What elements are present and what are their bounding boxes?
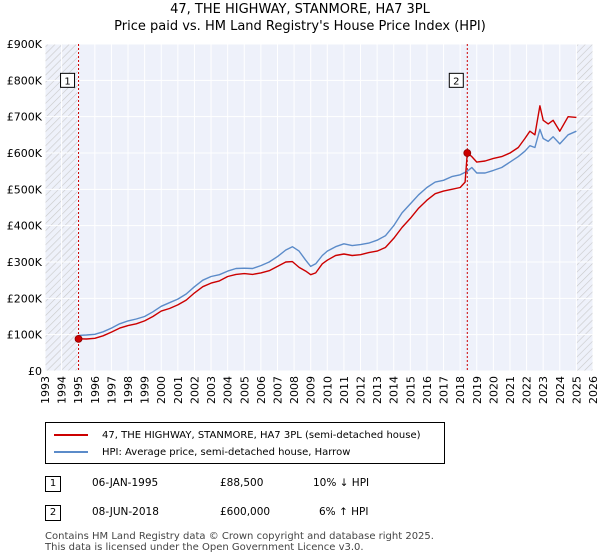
y-tick-label: £300K: [7, 256, 43, 269]
chart-title: 47, THE HIGHWAY, STANMORE, HA7 3PL: [170, 2, 430, 17]
x-tick-label: 2018: [454, 376, 467, 404]
x-tick-label: 2020: [487, 376, 500, 404]
property-series-line: [78, 105, 577, 340]
x-tick-label: 2007: [272, 376, 285, 404]
transaction-date: 06-JAN-1995: [92, 477, 159, 489]
transaction-price: £600,000: [220, 506, 271, 518]
x-tick-label: 2000: [155, 376, 168, 404]
transaction-number-badge: 1: [45, 476, 61, 492]
transaction-hpi-diff: 6% ↑ HPI: [319, 506, 369, 518]
x-tick-label: 2010: [321, 376, 334, 404]
x-tick-label: 2008: [288, 376, 301, 404]
legend-label-hpi: HPI: Average price, semi-detached house,…: [102, 446, 351, 458]
y-tick-label: £700K: [7, 111, 43, 124]
y-tick-label: £600K: [7, 147, 43, 160]
sale-marker-label: 1: [64, 76, 70, 87]
x-tick-label: 1993: [39, 376, 52, 404]
x-tick-label: 2009: [305, 376, 318, 404]
legend-swatch-hpi: [54, 451, 88, 453]
x-tick-label: 2006: [255, 376, 268, 404]
sale-marker-box: [448, 72, 464, 88]
hpi-series-line: [78, 128, 577, 337]
y-tick-label: £900K: [7, 38, 43, 51]
footer-notice: Contains HM Land Registry data © Crown c…: [45, 531, 585, 553]
x-tick-label: 2005: [238, 376, 251, 404]
x-tick-label: 1999: [139, 376, 152, 404]
footer-licence: This data is licensed under the Open Gov…: [45, 542, 364, 553]
x-tick-label: 2016: [421, 376, 434, 404]
chart-subtitle: Price paid vs. HM Land Registry's House …: [114, 19, 486, 34]
sale-point: [74, 334, 83, 343]
x-tick-label: 1997: [105, 376, 118, 404]
x-tick-label: 2001: [172, 376, 185, 404]
x-tick-label: 2011: [338, 376, 351, 404]
x-tick-label: 1998: [122, 376, 135, 404]
plot-area: [45, 44, 593, 371]
legend-swatch-property: [54, 434, 88, 436]
transaction-hpi-diff: 10% ↓ HPI: [313, 477, 370, 489]
transaction-number-badge: 2: [45, 505, 61, 521]
y-tick-label: £100K: [7, 329, 43, 342]
x-tick-label: 2004: [222, 376, 235, 404]
x-tick-label: 2013: [371, 376, 384, 404]
x-tick-label: 1995: [72, 376, 85, 404]
y-tick-label: £400K: [7, 220, 43, 233]
footer-copyright: Contains HM Land Registry data © Crown c…: [45, 531, 434, 542]
price-chart: 1 2 £0 £100K £200K £300K £400K £500K £600K £700K £…: [7, 38, 600, 404]
sale-point: [463, 149, 472, 157]
x-tick-label: 2012: [355, 376, 368, 404]
x-tick-label: 2026: [587, 376, 600, 404]
y-tick-label: £200K: [7, 292, 43, 305]
y-tick-label: £500K: [7, 183, 43, 196]
x-tick-label: 2002: [189, 376, 202, 404]
x-tick-label: 2025: [570, 376, 583, 404]
x-tick-label: 2019: [471, 376, 484, 404]
sale-marker-box: [60, 72, 76, 88]
x-tick-label: 2003: [205, 376, 218, 404]
x-tick-label: 2024: [554, 376, 567, 404]
hatched-region: [576, 44, 593, 371]
legend-entry-property: 47, THE HIGHWAY, STANMORE, HA7 3PL (semi…: [54, 427, 421, 443]
transaction-price: £88,500: [220, 477, 264, 489]
y-tick-label: £0: [28, 365, 42, 378]
x-tick-label: 2017: [438, 376, 451, 404]
sale-marker-label: 2: [453, 76, 459, 87]
transaction-date: 08-JUN-2018: [92, 506, 159, 518]
x-tick-label: 2021: [504, 376, 517, 404]
legend-label-property: 47, THE HIGHWAY, STANMORE, HA7 3PL (semi…: [102, 429, 421, 441]
x-tick-label: 1996: [89, 376, 102, 404]
x-tick-label: 2022: [521, 376, 534, 404]
x-tick-label: 1994: [56, 376, 69, 404]
legend-entry-hpi: HPI: Average price, semi-detached house,…: [54, 444, 350, 460]
x-tick-label: 2023: [537, 376, 550, 404]
y-tick-label: £800K: [7, 74, 43, 87]
x-tick-label: 2014: [388, 376, 401, 404]
x-tick-label: 2015: [404, 376, 417, 404]
chart-legend: 47, THE HIGHWAY, STANMORE, HA7 3PL (semi…: [45, 422, 445, 464]
